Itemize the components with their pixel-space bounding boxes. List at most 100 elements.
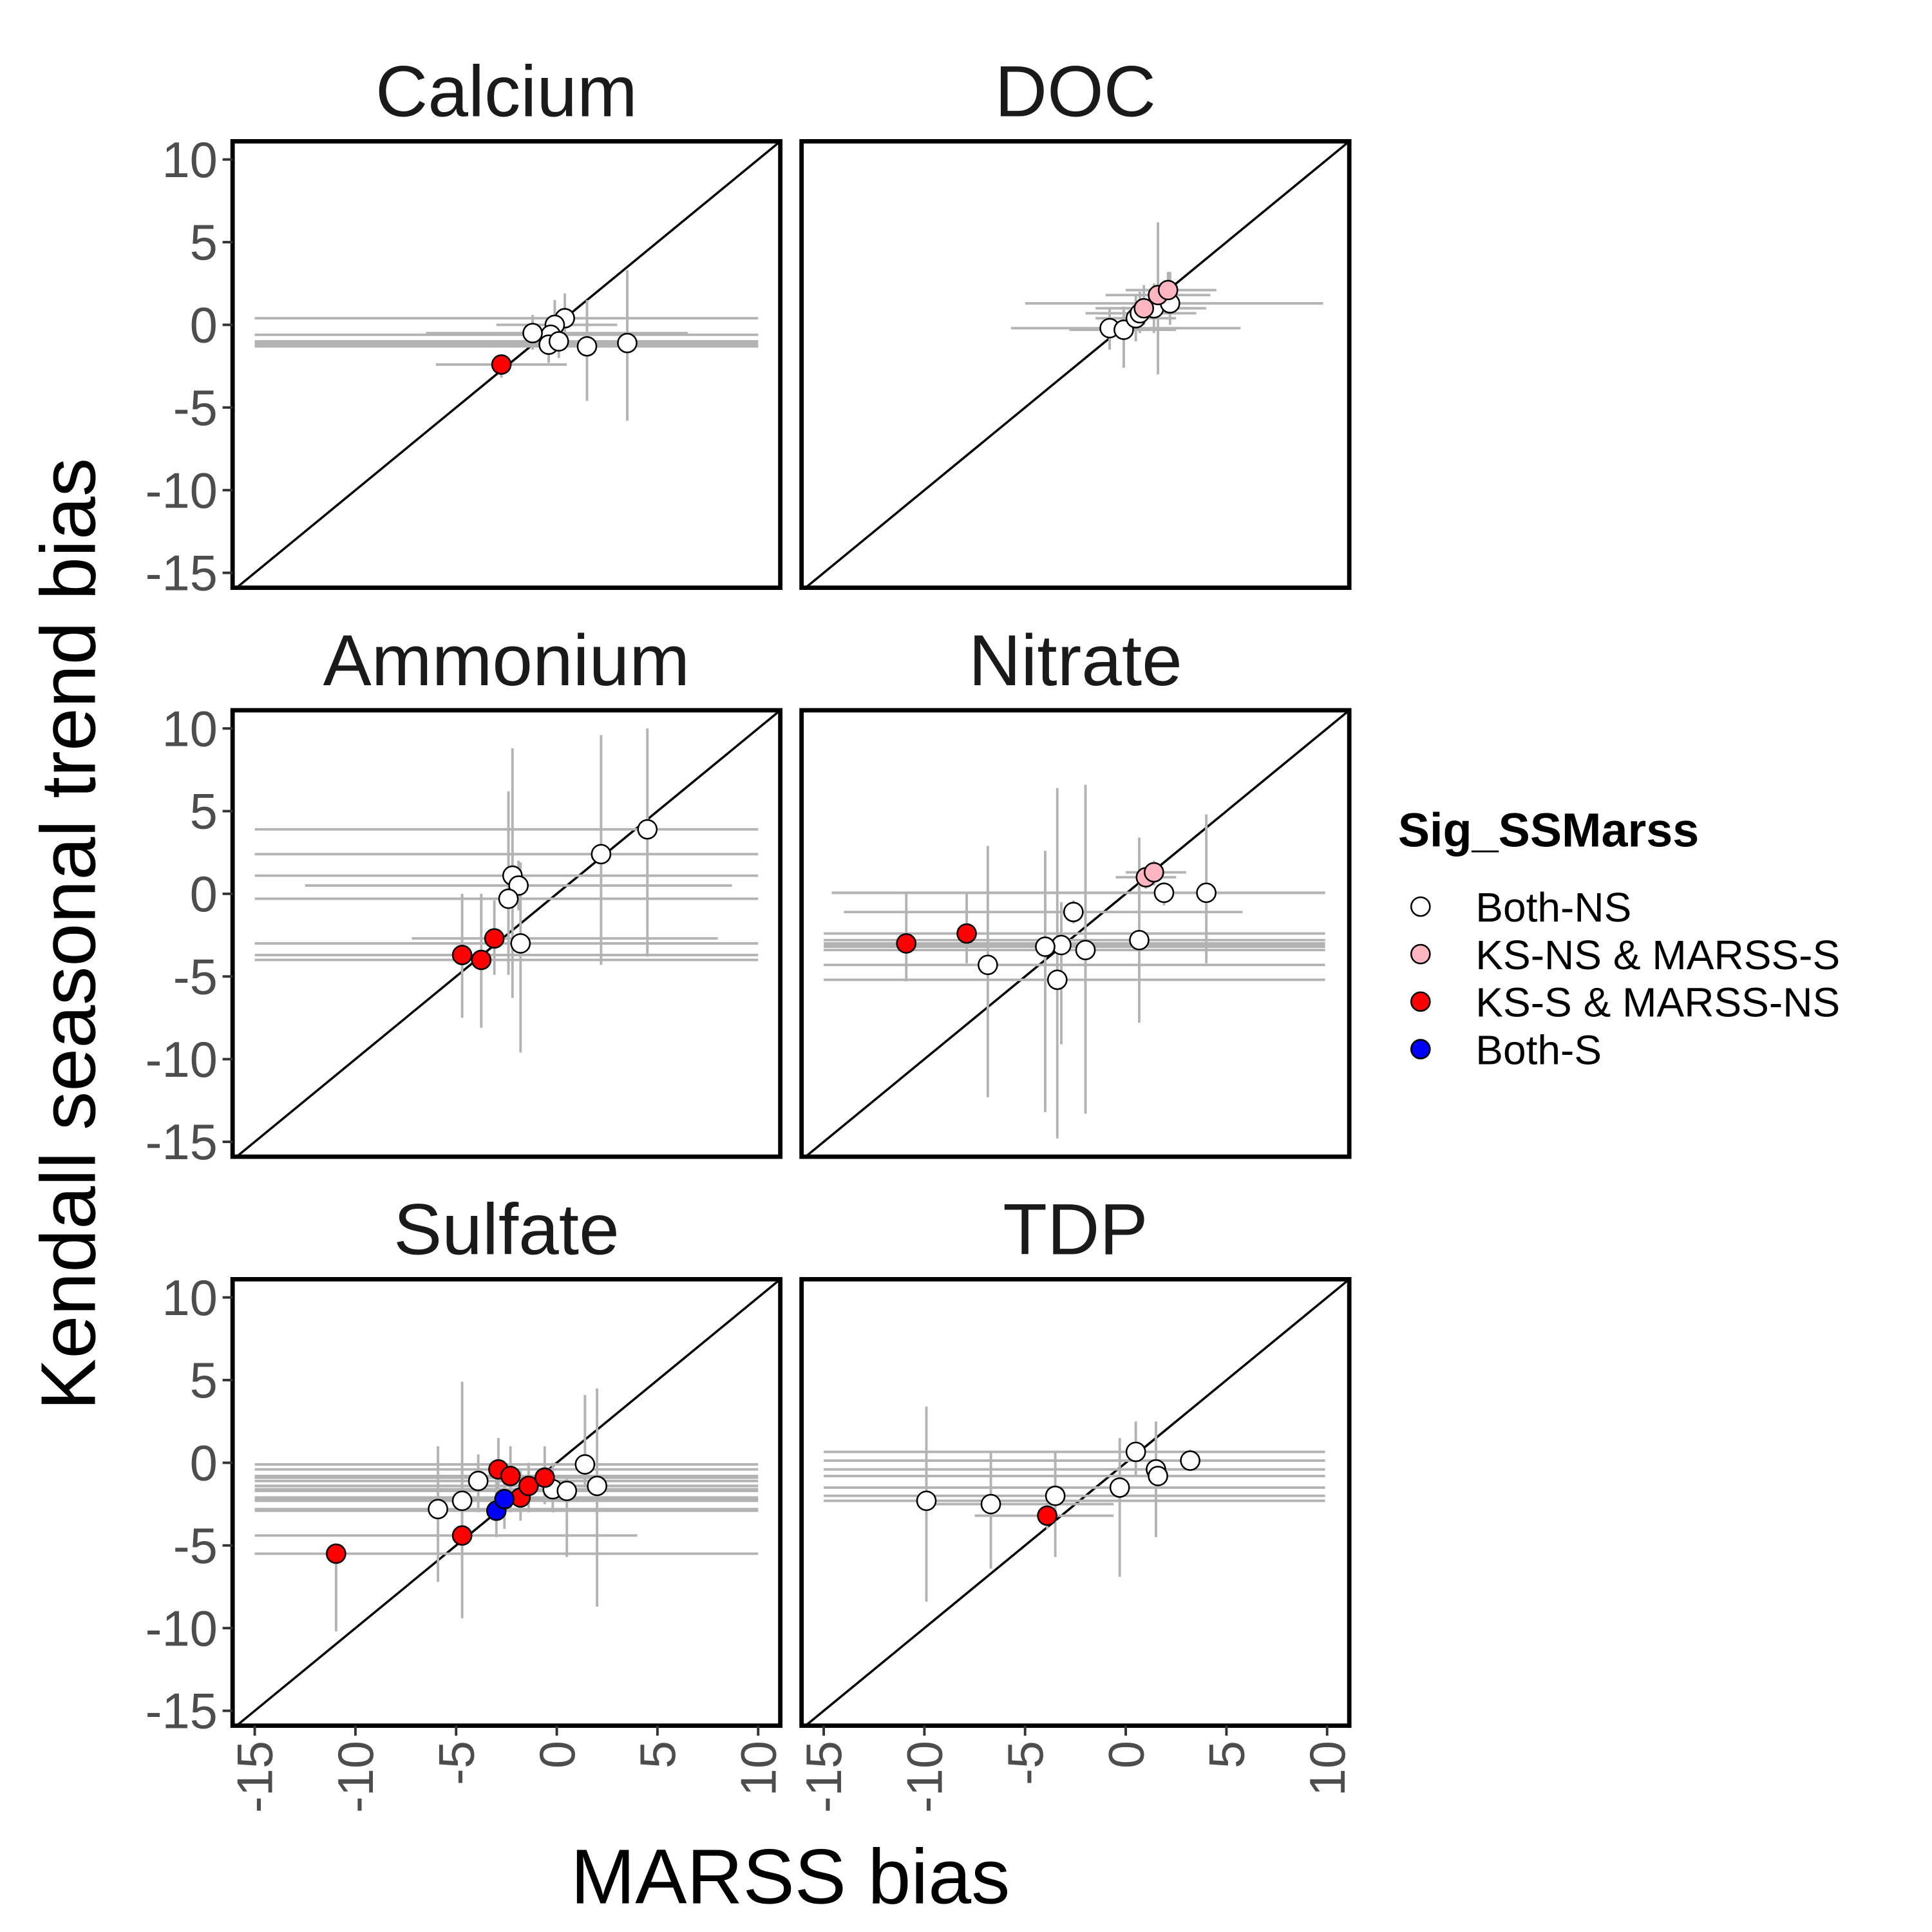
panel-plot [234, 1279, 781, 1726]
panel-border [799, 139, 1352, 591]
x-tick-label: -15 [797, 1741, 852, 1813]
legend-marker [1410, 896, 1431, 917]
y-tick-label: 10 [162, 1271, 217, 1326]
panel-border [230, 1277, 783, 1728]
point [556, 1481, 578, 1501]
point [1125, 1441, 1146, 1463]
point [1144, 862, 1164, 883]
panel-title: Sulfate [393, 1189, 620, 1270]
x-tick-label: -10 [328, 1741, 384, 1813]
panel-plot [234, 710, 781, 1157]
point [326, 1543, 346, 1564]
legend-label: KS-S & MARSS-NS [1475, 980, 1840, 1026]
legend-marker [1410, 991, 1431, 1012]
point [1035, 936, 1056, 957]
point [1045, 1485, 1066, 1506]
point [1153, 882, 1175, 904]
point [896, 933, 917, 954]
point [1109, 1477, 1130, 1498]
point [1196, 882, 1217, 904]
point [534, 1467, 555, 1488]
panel-title: Calcium [375, 51, 638, 132]
point [1129, 929, 1150, 951]
point [1037, 1505, 1057, 1526]
legend-label: KS-NS & MARSS-S [1475, 932, 1840, 978]
identity-line [804, 141, 1350, 588]
y-tick-label: -5 [173, 381, 218, 436]
x-tick-label: -5 [429, 1741, 484, 1785]
y-tick-label: 0 [190, 298, 218, 354]
point [510, 933, 531, 954]
point [451, 1490, 473, 1511]
point [498, 888, 519, 909]
panel-title: TDP [1003, 1189, 1148, 1270]
point [518, 1475, 539, 1497]
point [1180, 1450, 1200, 1471]
point [576, 336, 598, 357]
point [491, 354, 512, 375]
point [522, 323, 543, 344]
x-tick-label: 0 [1099, 1741, 1154, 1768]
y-tick-label: 5 [190, 1353, 218, 1408]
point [548, 331, 569, 352]
point [978, 954, 998, 976]
panel-title: DOC [995, 51, 1156, 132]
y-tick-label: 0 [190, 867, 218, 922]
y-tick-label: 0 [190, 1436, 218, 1492]
panel-border [799, 1277, 1352, 1728]
y-tick-label: -10 [146, 1032, 218, 1088]
x-tick-label: 0 [530, 1741, 585, 1768]
point [587, 1475, 607, 1497]
y-tick-label: -10 [146, 463, 218, 518]
identity-line [234, 710, 781, 1157]
y-tick-label: 10 [162, 133, 217, 188]
y-tick-label: 10 [162, 701, 217, 757]
point [617, 332, 638, 354]
x-tick-label: -10 [898, 1741, 953, 1813]
point [1133, 298, 1155, 319]
panel-plot [804, 141, 1350, 588]
panel-border [799, 708, 1352, 1159]
x-axis-title: MARSS bias [571, 1833, 1010, 1920]
x-tick-label: 10 [1300, 1741, 1356, 1796]
y-tick-label: 5 [190, 784, 218, 840]
panel-border [230, 139, 783, 591]
point [468, 1470, 489, 1492]
panel-plot [804, 710, 1350, 1157]
point [1157, 279, 1179, 301]
x-tick-label: 10 [731, 1741, 786, 1796]
panel-title: Nitrate [969, 620, 1182, 701]
point [500, 1466, 521, 1486]
point [428, 1499, 448, 1520]
y-axis-title: Kendall seasonal trend bias [25, 458, 112, 1410]
y-tick-label: -15 [146, 1684, 218, 1739]
legend-marker [1410, 943, 1431, 965]
legend-title: Sig_SSMarss [1398, 804, 1699, 857]
identity-line [804, 710, 1350, 1157]
point [451, 1525, 473, 1546]
point [484, 928, 505, 949]
legend-marker [1410, 1039, 1431, 1059]
y-tick-label: 5 [190, 215, 218, 270]
legend-label: Both-S [1475, 1027, 1602, 1073]
point [574, 1454, 596, 1475]
point [980, 1493, 1001, 1515]
panel-border [230, 708, 783, 1159]
x-tick-label: 5 [630, 1741, 686, 1768]
point [591, 844, 612, 865]
point [637, 819, 658, 840]
panel-plot [804, 1279, 1350, 1726]
panel-plot [234, 141, 781, 588]
panel-title: Ammonium [323, 620, 690, 701]
point [1148, 1466, 1168, 1486]
point [916, 1490, 937, 1511]
point [471, 949, 492, 971]
legend-label: Both-NS [1475, 884, 1631, 931]
y-tick-label: -5 [173, 1519, 218, 1574]
x-tick-label: -5 [998, 1741, 1054, 1785]
y-tick-label: -10 [146, 1601, 218, 1656]
point [956, 923, 977, 944]
y-tick-label: -15 [146, 546, 218, 601]
